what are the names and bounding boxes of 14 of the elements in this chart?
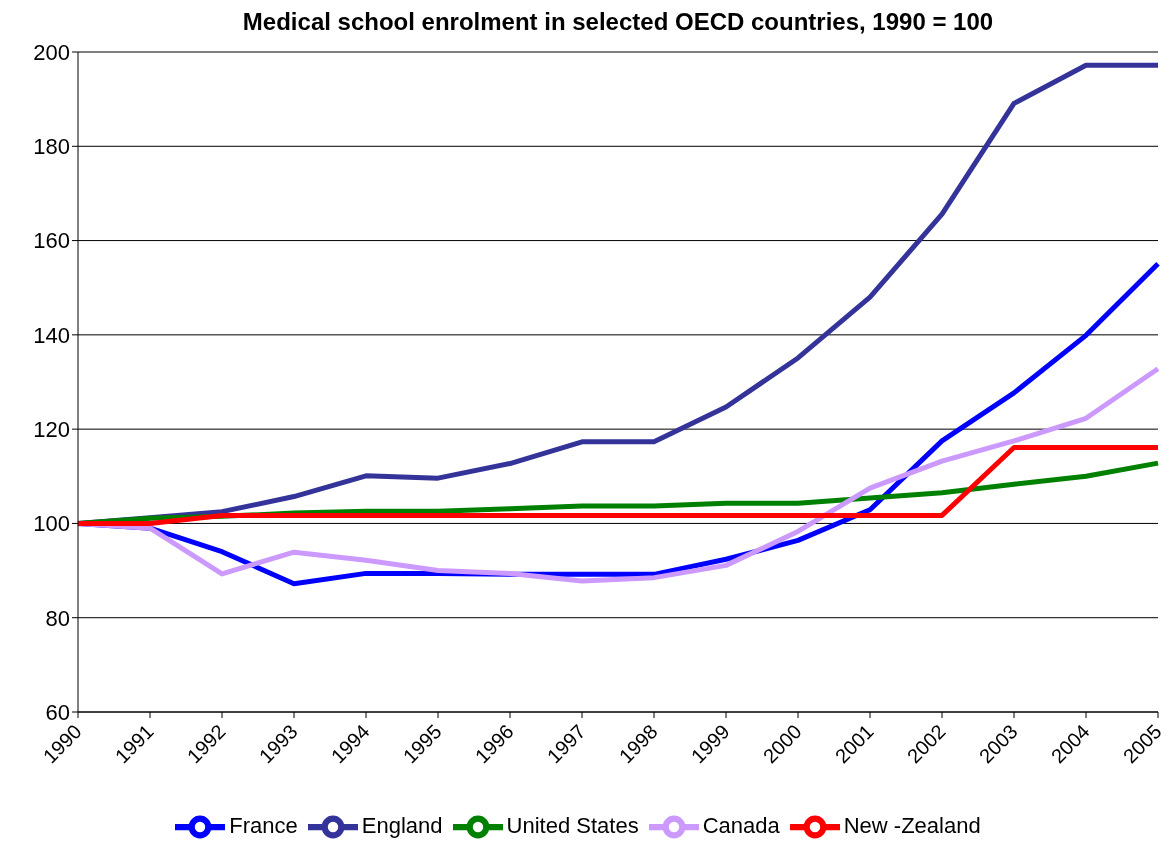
legend-label: Canada <box>702 812 780 838</box>
y-tick-label: 160 <box>33 228 70 254</box>
legend-label: England <box>361 812 443 838</box>
y-tick-label: 80 <box>45 605 70 631</box>
y-tick-label: 200 <box>33 39 70 65</box>
chart-title: Medical school enrolment in selected OECD countries, 1990 = 100 <box>242 8 994 35</box>
y-tick-label: 120 <box>33 416 70 442</box>
legend-label: France <box>229 812 298 838</box>
y-tick-label: 180 <box>33 134 70 160</box>
legend-label: New -Zealand <box>843 812 981 838</box>
y-tick-label: 100 <box>33 511 70 537</box>
legend-label: United States <box>506 812 639 838</box>
y-tick-label: 60 <box>45 699 70 725</box>
y-tick-label: 140 <box>33 322 70 348</box>
